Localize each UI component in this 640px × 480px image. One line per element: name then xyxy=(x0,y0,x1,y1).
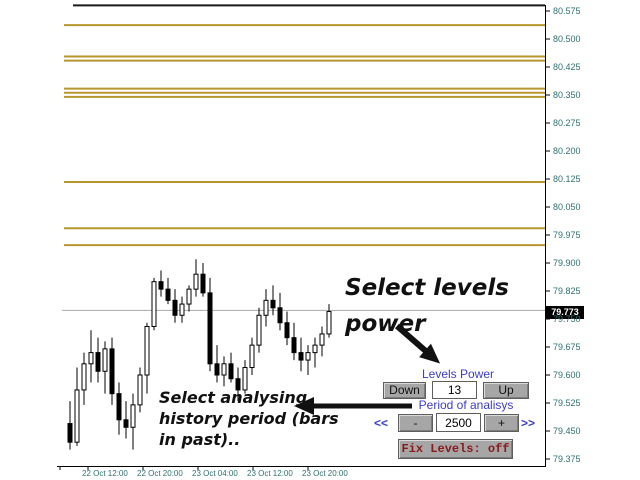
price-axis-label: 79.675 xyxy=(553,342,581,352)
period-of-analisys-label: Period of analisys xyxy=(418,398,514,412)
levels-up-button[interactable]: Up xyxy=(483,382,529,399)
annotation-line: power xyxy=(345,311,426,337)
price-axis-label: 79.375 xyxy=(553,454,581,464)
annotation-line: history period (bars xyxy=(159,409,339,428)
fix-levels-button[interactable]: Fix Levels: off xyxy=(398,439,513,459)
candle-body xyxy=(284,322,290,339)
candle-body xyxy=(200,273,206,294)
price-axis-label: 80.275 xyxy=(553,118,581,128)
time-axis-label: 23 Oct 20:00 xyxy=(302,469,348,478)
annotation-select-levels-power: Select levels power xyxy=(345,270,509,342)
candle-body xyxy=(123,419,129,428)
candle-body xyxy=(151,281,157,327)
candle-body xyxy=(312,344,318,354)
annotation-select-history: Select analysing history period (bars in… xyxy=(159,387,339,450)
levels-power-input[interactable] xyxy=(432,381,477,399)
candle-body xyxy=(305,352,311,361)
candle-body xyxy=(228,363,234,380)
candle-body xyxy=(221,363,227,376)
candle-body xyxy=(291,337,297,354)
price-axis-label: 79.525 xyxy=(553,398,581,408)
candle-body xyxy=(326,311,332,335)
price-axis-label: 80.050 xyxy=(553,202,581,212)
candle-body xyxy=(214,363,220,376)
candle-body xyxy=(116,393,122,421)
candle-body xyxy=(130,404,136,428)
candle-body xyxy=(137,374,143,406)
candle-body xyxy=(88,352,94,365)
candle-body xyxy=(186,288,192,305)
candle-body xyxy=(235,378,241,391)
price-axis-label: 79.825 xyxy=(553,286,581,296)
candle-body xyxy=(144,325,150,376)
candle-body xyxy=(298,352,304,361)
candle-body xyxy=(263,299,269,316)
price-axis-label: 80.575 xyxy=(553,6,581,16)
price-axis-label: 80.350 xyxy=(553,90,581,100)
price-axis-label: 79.975 xyxy=(553,230,581,240)
annotation-line: Select analysing xyxy=(159,388,308,407)
candle-body xyxy=(207,292,213,365)
candle-body xyxy=(95,352,101,372)
candle-body xyxy=(102,348,108,372)
candle-body xyxy=(249,344,255,369)
price-axis-label: 79.750 xyxy=(553,314,581,324)
candle-body xyxy=(256,314,262,346)
candle-body xyxy=(242,367,248,391)
period-fast-increase[interactable]: >> xyxy=(521,416,536,430)
price-axis-label: 79.450 xyxy=(553,426,581,436)
price-axis-label: 80.500 xyxy=(553,34,581,44)
candle-body xyxy=(193,273,199,290)
period-increase-button[interactable]: + xyxy=(484,414,519,432)
time-axis-label: 22 Oct 20:00 xyxy=(137,469,183,478)
candle-body xyxy=(81,363,87,391)
levels-down-button[interactable]: Down xyxy=(383,382,426,399)
period-decrease-button[interactable]: - xyxy=(398,414,433,432)
time-axis-label: 23 Oct 04:00 xyxy=(192,469,238,478)
candle-body xyxy=(158,281,164,290)
price-axis-label: 80.125 xyxy=(553,174,581,184)
price-axis-label: 79.900 xyxy=(553,258,581,268)
time-axis-label: 22 Oct 12:00 xyxy=(82,469,128,478)
price-axis-label: 80.200 xyxy=(553,146,581,156)
annotation-line: Select levels xyxy=(345,275,509,301)
candle-body xyxy=(165,288,171,301)
candle-body xyxy=(270,299,276,309)
period-input[interactable] xyxy=(436,413,481,432)
price-axis-label: 80.425 xyxy=(553,62,581,72)
candle-body xyxy=(179,303,185,316)
candle-body xyxy=(67,423,73,443)
period-fast-decrease[interactable]: << xyxy=(374,416,389,430)
annotation-line: in past).. xyxy=(159,430,241,449)
levels-power-label: Levels Power xyxy=(421,367,495,381)
candle-body xyxy=(277,307,283,324)
time-axis-label: 23 Oct 12:00 xyxy=(247,469,293,478)
candle-body xyxy=(109,348,115,395)
candle-body xyxy=(319,333,325,346)
current-price-badge: 79.773 xyxy=(546,306,584,319)
candle-body xyxy=(74,389,80,443)
candle-body xyxy=(172,299,178,316)
price-axis-label: 79.600 xyxy=(553,370,581,380)
